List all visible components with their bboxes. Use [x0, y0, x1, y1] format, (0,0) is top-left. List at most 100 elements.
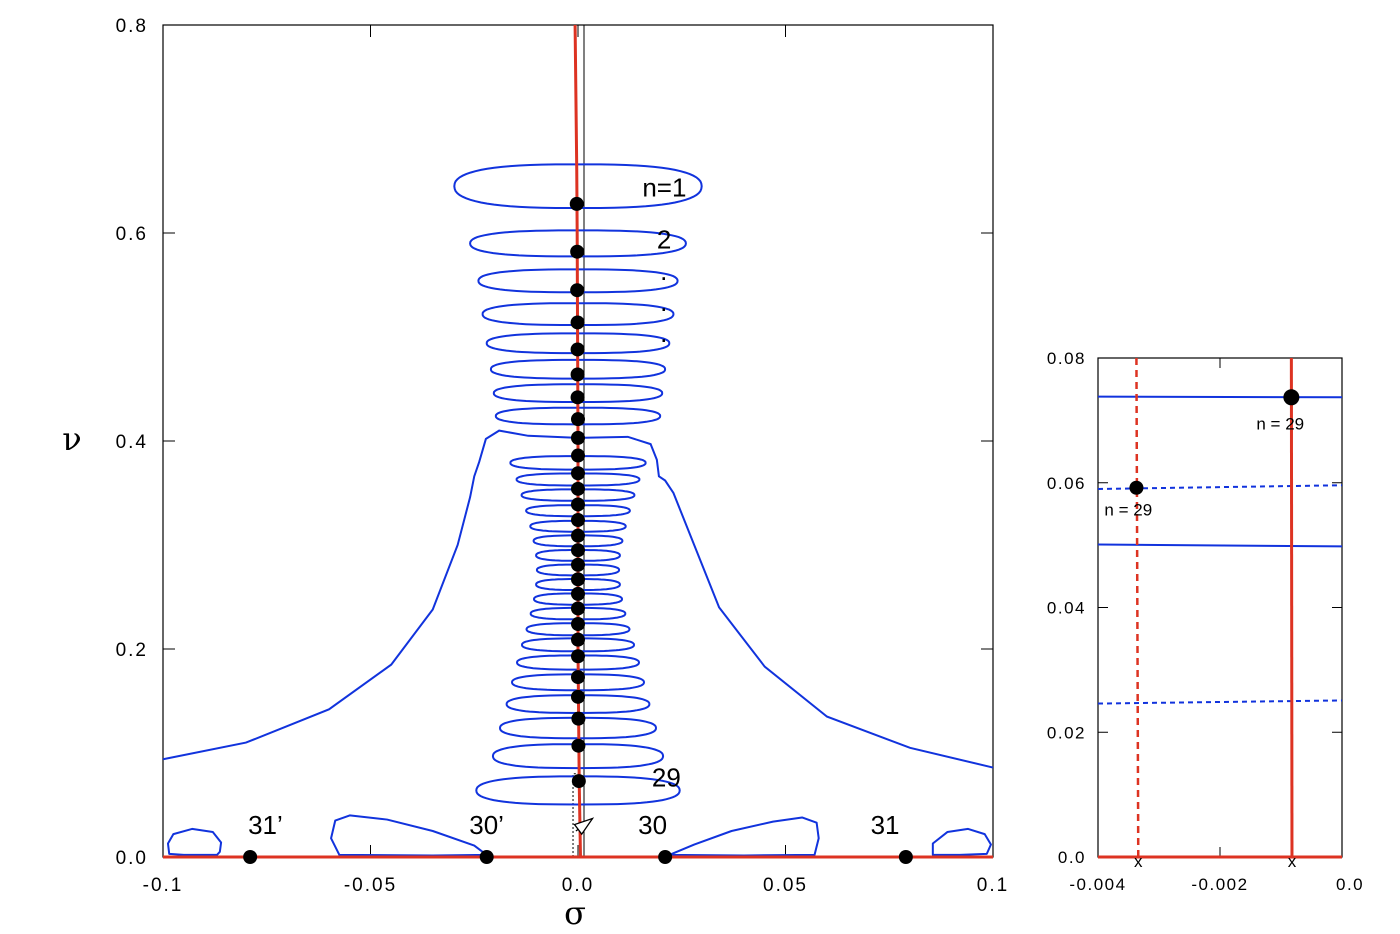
inset-axis-ticks: [1097, 357, 1343, 858]
eigenvalue-point: [570, 342, 585, 357]
annotation-label: .: [660, 287, 667, 317]
main-x-tick-labels: -0.1 -0.05 0.0 0.05 0.1: [143, 875, 1009, 896]
eigenvalue-point: [571, 543, 585, 558]
y-tick-label: 0.2: [116, 640, 148, 661]
bottom-contour-lobe: [668, 816, 820, 857]
eigenvalue-point: [571, 689, 585, 704]
contour-loop: [515, 472, 641, 487]
eigenvalue-point: [571, 557, 585, 572]
annotation-label: 2: [657, 225, 671, 255]
contour-loop: [525, 504, 631, 518]
y-tick-label: 0.0: [116, 848, 148, 869]
real-eigenvalue-point: [243, 850, 258, 864]
x-tick-label: -0.05: [344, 875, 397, 896]
inset-point: [1283, 389, 1300, 406]
eigenvalue-point: [570, 367, 585, 382]
x-tick-label: -0.1: [143, 875, 184, 896]
inset-y-tick-label: 0.06: [1047, 474, 1086, 493]
contour-loop: [481, 302, 675, 326]
contour-loop: [529, 606, 627, 621]
contour-loop: [453, 163, 703, 209]
contour-loop: [532, 534, 624, 548]
contour-loop: [491, 743, 665, 770]
inset-solid-curve: [1289, 357, 1294, 858]
zoom-inset-panel: -0.004 -0.002 0.0 0.0 0.02 0.04 0.06 0.08 n = …: [1047, 349, 1364, 894]
eigenvalue-point: [571, 430, 585, 445]
y-tick-label: 0.6: [116, 224, 148, 245]
inset-x-tick-label: -0.002: [1191, 875, 1248, 894]
inset-plot-area: n = 29 n = 29 x x: [1097, 357, 1343, 871]
annotation-label: .: [660, 256, 667, 286]
eigenvalue-point: [571, 601, 585, 616]
contour-loop: [515, 654, 641, 671]
inset-cross-mark: x: [1134, 852, 1143, 871]
y-axis-title: ν: [62, 420, 81, 458]
inset-solid-contour: [1097, 395, 1343, 399]
inset-cross-mark: x: [1288, 852, 1297, 871]
bottom-contour-lobe: [931, 827, 992, 856]
annotation-label: n=1: [642, 173, 686, 203]
eigenvalue-point: [571, 670, 585, 685]
contour-loop: [535, 578, 621, 591]
annotation-label: 31: [871, 810, 900, 840]
inset-y-tick-label: 0.04: [1047, 599, 1086, 618]
contour-loop: [535, 563, 621, 577]
eigenvalue-point: [571, 448, 585, 463]
arrow-head: [573, 817, 595, 836]
main-plot-area: n=1 2... 29 31’ 30’ 30 31: [162, 24, 994, 864]
eigenvalue-point: [571, 528, 585, 543]
eigenvalue-point: [571, 711, 586, 726]
eigenvalue-point: [571, 481, 585, 496]
x-tick-label: 0.1: [977, 875, 1009, 896]
inset-x-tick-label: 0.0: [1336, 875, 1364, 894]
annotation-label: 29: [652, 762, 681, 792]
eigenvalue-point: [570, 315, 585, 330]
annotation-label: 30’: [469, 810, 504, 840]
main-y-tick-labels: 0.0 0.2 0.4 0.6 0.8: [116, 16, 148, 869]
real-eigenvalue-point: [479, 850, 494, 864]
contour-loop: [525, 622, 631, 637]
contour-loop: [535, 549, 621, 562]
inset-y-tick-label: 0.02: [1047, 723, 1086, 742]
eigenvalue-point: [571, 572, 585, 587]
x-tick-label: 0.05: [763, 875, 808, 896]
inset-point-label: n = 29: [1104, 501, 1152, 520]
contour-loop: [485, 332, 671, 355]
y-tick-label: 0.4: [116, 432, 148, 453]
eigenvalue-point: [571, 466, 585, 481]
contour-loop: [469, 229, 687, 258]
inset-solid-contour: [1097, 543, 1343, 548]
eigenvalue-point: [571, 774, 586, 789]
inset-y-tick-label: 0.0: [1058, 848, 1086, 867]
contour-loop: [492, 383, 664, 403]
x-axis-title: σ: [564, 894, 586, 932]
contour-loop: [477, 268, 679, 294]
eigenvalue-point: [571, 412, 585, 427]
contour-loop: [494, 406, 662, 426]
inset-point-label: n = 29: [1256, 414, 1304, 433]
eigenvalue-point: [571, 738, 586, 753]
x-tick-label: 0.0: [562, 875, 594, 896]
contour-loop: [505, 694, 651, 715]
contour-loop: [510, 673, 646, 692]
contour-loop: [520, 637, 636, 653]
contour-loop: [489, 358, 667, 380]
eigenvalue-point: [571, 632, 585, 647]
eigenvalue-point: [571, 497, 585, 512]
eigenvalue-point: [571, 617, 585, 632]
contour-loop: [520, 488, 636, 502]
eigenvalue-point: [571, 586, 585, 601]
annotation-label: 30: [638, 810, 667, 840]
contour-loop: [475, 775, 681, 806]
eigenvalue-point: [571, 513, 585, 528]
real-eigenvalue-point: [658, 850, 673, 864]
inset-dashed-curve: [1135, 357, 1140, 858]
inset-y-tick-label: 0.08: [1047, 349, 1086, 368]
annotation-label: .: [660, 318, 667, 348]
inset-x-tick-labels: -0.004 -0.002 0.0: [1069, 875, 1364, 894]
real-eigenvalue-point: [898, 850, 913, 864]
inset-dashed-contour: [1097, 699, 1343, 705]
contour-loop: [529, 519, 627, 533]
inset-x-tick-label: -0.004: [1069, 875, 1126, 894]
